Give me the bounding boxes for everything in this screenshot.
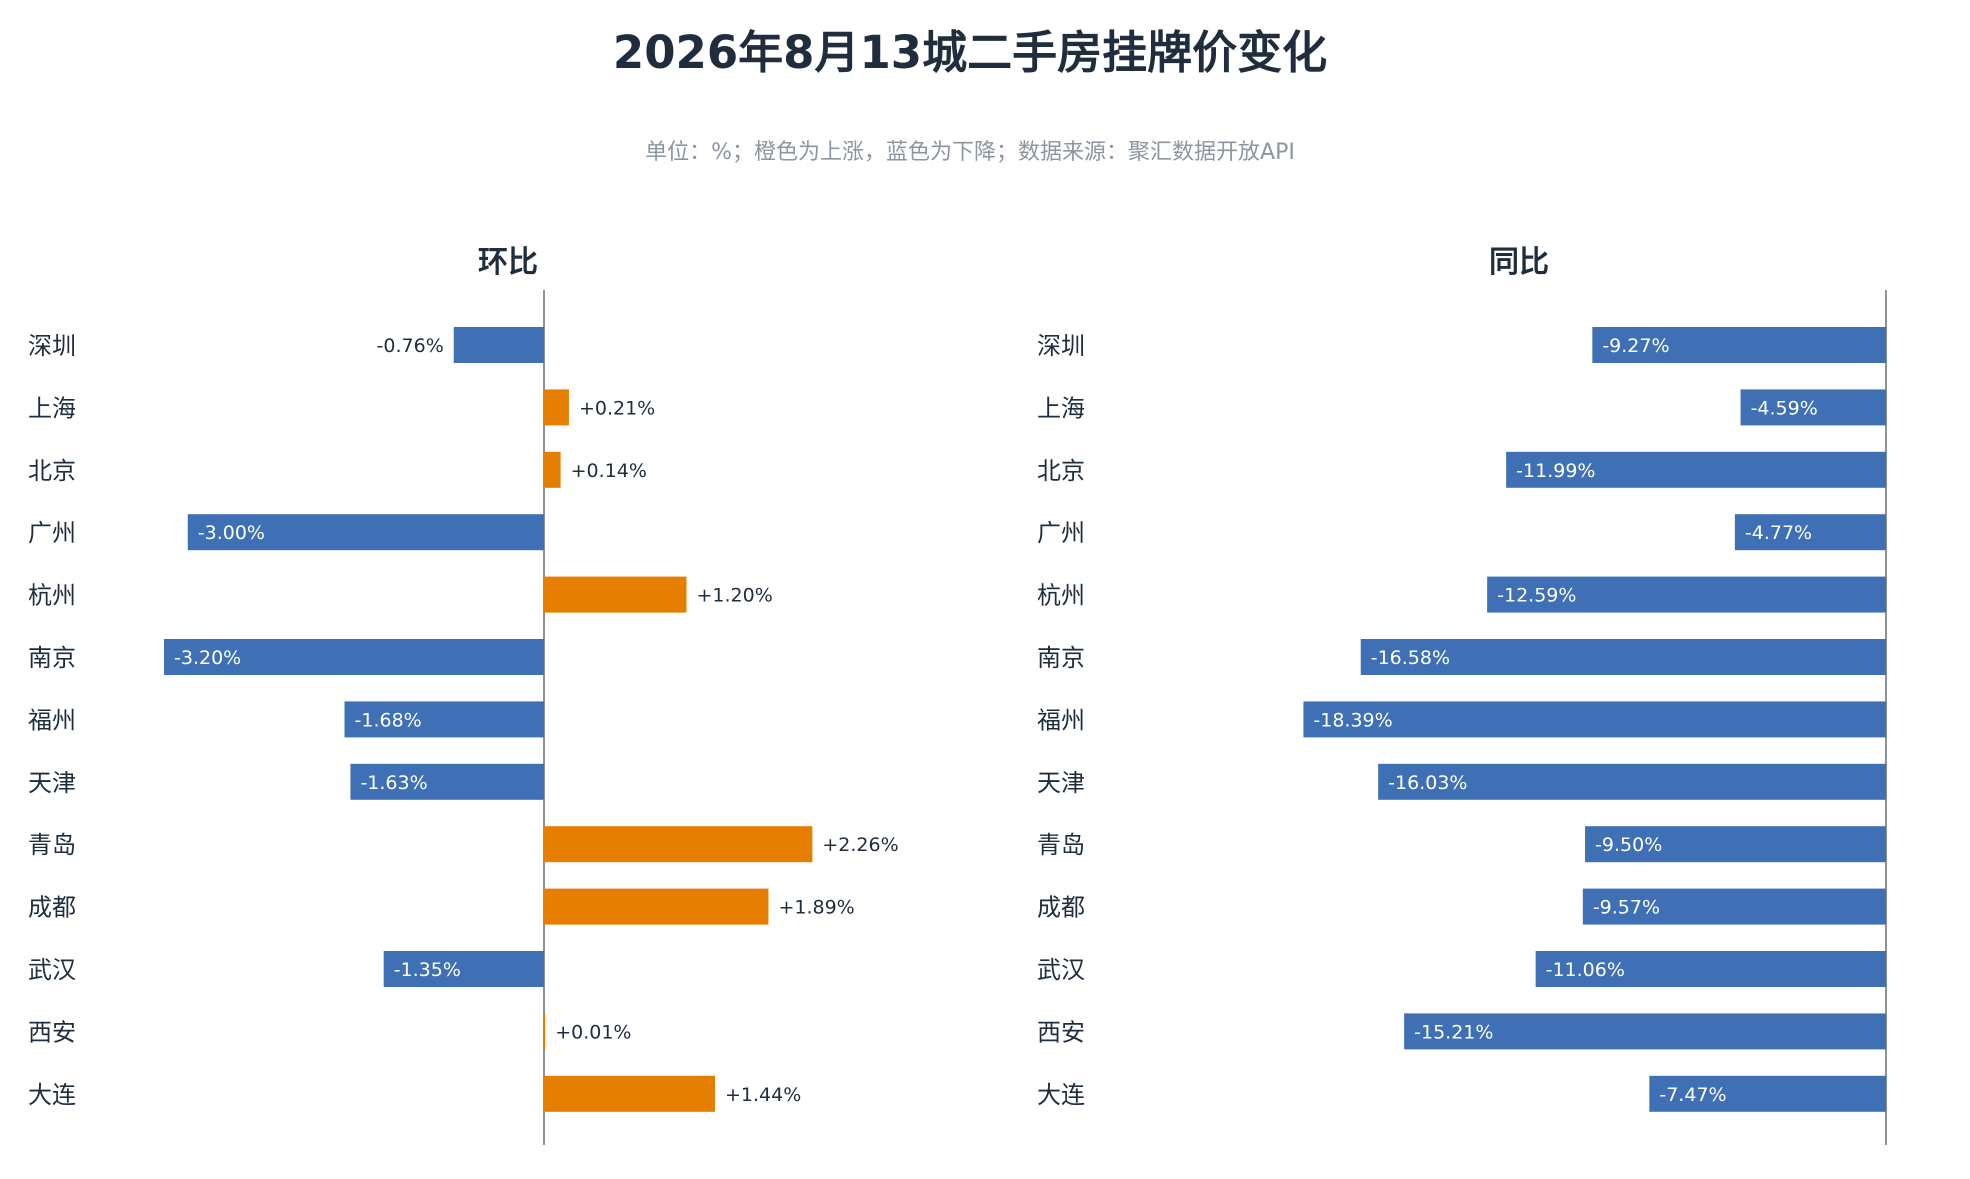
bar-mom <box>453 327 544 363</box>
bar-yoy <box>1535 951 1886 987</box>
bar-mom <box>544 576 687 613</box>
category-label-yoy: 广州 <box>1037 519 1085 547</box>
category-label-mom: 上海 <box>28 394 76 422</box>
chart-title: 2026年8月13城二手房挂牌价变化 <box>612 26 1328 79</box>
data-label-mom: +0.01% <box>555 1021 631 1043</box>
bar-yoy <box>1360 639 1886 675</box>
category-label-yoy: 杭州 <box>1037 582 1085 610</box>
data-label-mom: +0.14% <box>571 460 647 482</box>
bar-yoy <box>1734 514 1886 551</box>
data-label-yoy: -18.39% <box>1313 709 1392 731</box>
bar-yoy <box>1649 1075 1886 1112</box>
category-label-mom: 天津 <box>28 769 76 797</box>
category-label-mom: 杭州 <box>28 582 76 610</box>
bar-yoy <box>1582 888 1886 925</box>
data-label-yoy: -9.57% <box>1593 897 1660 919</box>
category-label-mom: 深圳 <box>28 332 76 360</box>
bar-yoy <box>1487 576 1886 613</box>
category-label-yoy: 大连 <box>1037 1081 1085 1109</box>
bar-yoy <box>1585 826 1886 863</box>
panel-title-yoy: 同比 <box>1489 245 1549 280</box>
panel-title-mom: 环比 <box>478 245 538 280</box>
data-label-mom: -3.00% <box>198 522 265 544</box>
category-label-yoy: 成都 <box>1037 894 1085 922</box>
data-label-yoy: -11.06% <box>1546 959 1625 981</box>
chart-subtitle: 单位：%；橙色为上涨，蓝色为下降；数据来源：聚汇数据开放API <box>645 140 1295 165</box>
bar-mom <box>544 888 769 925</box>
bar-yoy <box>1303 701 1886 738</box>
category-label-mom: 北京 <box>28 457 76 485</box>
data-label-yoy: -4.77% <box>1745 522 1812 544</box>
category-label-yoy: 北京 <box>1037 457 1085 485</box>
data-label-mom: +1.44% <box>725 1084 801 1106</box>
bar-mom <box>164 639 544 675</box>
bar-mom <box>344 701 544 738</box>
data-label-mom: +1.20% <box>697 585 773 607</box>
bar-mom <box>187 514 544 551</box>
data-label-yoy: -7.47% <box>1659 1084 1726 1106</box>
category-label-mom: 武汉 <box>28 956 76 984</box>
data-label-mom: +1.89% <box>778 897 854 919</box>
bar-mom <box>544 1075 715 1112</box>
category-label-yoy: 上海 <box>1037 394 1085 422</box>
category-label-yoy: 青岛 <box>1037 831 1085 859</box>
data-label-yoy: -4.59% <box>1751 397 1818 419</box>
data-label-yoy: -15.21% <box>1414 1021 1493 1043</box>
bar-yoy <box>1506 451 1886 488</box>
category-label-mom: 南京 <box>28 644 76 672</box>
category-label-yoy: 深圳 <box>1037 332 1085 360</box>
bar-mom <box>350 763 544 800</box>
bar-yoy <box>1378 763 1886 800</box>
category-label-mom: 成都 <box>28 894 76 922</box>
category-label-yoy: 西安 <box>1037 1018 1085 1046</box>
category-label-mom: 福州 <box>28 706 76 734</box>
data-label-mom: -0.76% <box>377 335 444 357</box>
data-label-mom: -1.68% <box>355 709 422 731</box>
data-label-yoy: -12.59% <box>1497 585 1576 607</box>
data-label-yoy: -9.50% <box>1595 834 1662 856</box>
data-label-mom: +2.26% <box>822 834 898 856</box>
data-label-yoy: -11.99% <box>1516 460 1595 482</box>
category-label-yoy: 天津 <box>1037 769 1085 797</box>
category-label-yoy: 武汉 <box>1037 956 1085 984</box>
category-label-mom: 西安 <box>28 1018 76 1046</box>
data-label-yoy: -9.27% <box>1602 335 1669 357</box>
data-label-yoy: -16.58% <box>1371 647 1450 669</box>
bar-yoy <box>1404 1013 1886 1050</box>
category-label-mom: 大连 <box>28 1081 76 1109</box>
data-label-yoy: -16.03% <box>1388 772 1467 794</box>
data-label-mom: -1.63% <box>360 772 427 794</box>
bar-mom <box>544 451 561 488</box>
bar-mom <box>544 389 569 426</box>
bar-mom <box>383 951 544 987</box>
bar-mom <box>544 1013 546 1050</box>
category-label-mom: 广州 <box>28 519 76 547</box>
data-label-mom: +0.21% <box>579 397 655 419</box>
category-label-mom: 青岛 <box>28 831 76 859</box>
data-label-mom: -1.35% <box>394 959 461 981</box>
bar-yoy <box>1740 389 1886 426</box>
category-label-yoy: 福州 <box>1037 706 1085 734</box>
category-label-yoy: 南京 <box>1037 644 1085 672</box>
bar-yoy <box>1592 327 1886 363</box>
bar-mom <box>544 826 813 863</box>
data-label-mom: -3.20% <box>174 647 241 669</box>
